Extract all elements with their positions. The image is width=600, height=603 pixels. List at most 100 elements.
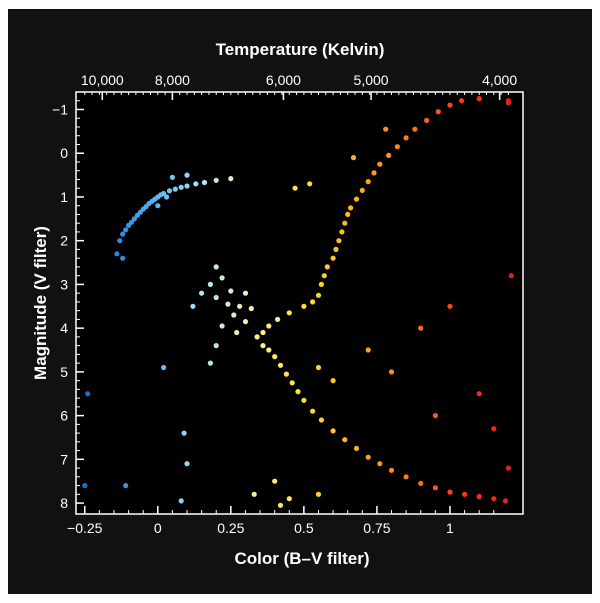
- data-point: [307, 181, 313, 187]
- data-point: [359, 187, 365, 193]
- top-tick-label: 10,000: [81, 72, 124, 88]
- data-point: [248, 305, 254, 312]
- data-point: [365, 347, 371, 353]
- y-tick-label: 0: [60, 145, 68, 161]
- axis-ticks: −0.25 0 0.25 0.5 0.75 1 −1 0 1 2 3 4 5 6 7 8 10,000 8,000…: [52, 72, 517, 536]
- data-point: [476, 391, 482, 397]
- data-point: [330, 378, 336, 384]
- plot-border: [75, 91, 524, 515]
- data-point: [277, 362, 284, 368]
- data-point: [213, 177, 219, 183]
- data-point: [131, 216, 137, 222]
- y-tick-label: 6: [60, 408, 68, 424]
- data-point: [447, 303, 453, 309]
- data-point: [272, 354, 278, 360]
- data-point: [128, 219, 135, 225]
- data-point: [155, 203, 161, 209]
- data-point: [181, 430, 187, 436]
- data-point: [310, 408, 316, 414]
- data-point: [184, 183, 190, 189]
- data-point: [462, 491, 468, 497]
- data-point: [377, 461, 383, 467]
- data-point: [318, 281, 324, 287]
- data-point: [447, 489, 453, 495]
- data-point: [315, 292, 322, 298]
- y-tick-label: 1: [60, 189, 68, 205]
- data-point: [114, 251, 120, 257]
- data-point: [505, 100, 511, 106]
- x-tick-label: 0: [154, 520, 162, 536]
- data-point: [207, 281, 213, 287]
- data-point: [505, 465, 511, 471]
- data-point: [418, 325, 424, 331]
- data-point: [178, 184, 184, 190]
- data-point: [228, 288, 234, 294]
- data-point: [286, 310, 292, 316]
- data-point: [388, 467, 395, 473]
- data-point: [266, 323, 272, 329]
- data-point: [350, 155, 357, 161]
- data-point: [286, 496, 292, 502]
- data-point: [207, 360, 213, 366]
- data-point: [199, 290, 205, 296]
- data-point: [219, 323, 225, 329]
- data-point: [353, 445, 360, 451]
- data-point: [330, 428, 336, 434]
- data-point: [82, 483, 88, 489]
- data-point: [123, 483, 129, 489]
- data-point: [123, 227, 129, 233]
- data-point: [164, 194, 170, 200]
- data-point: [318, 417, 324, 423]
- data-point: [120, 255, 126, 261]
- data-point: [491, 496, 497, 502]
- data-point: [254, 334, 260, 340]
- data-point: [201, 179, 208, 186]
- data-point: [476, 493, 482, 500]
- x-axis-label: Color (B–V filter): [234, 549, 369, 568]
- data-point: [353, 196, 360, 202]
- data-point: [339, 229, 345, 235]
- data-point: [321, 273, 327, 279]
- data-point: [213, 264, 219, 270]
- data-point: [432, 485, 438, 491]
- data-point: [228, 176, 234, 182]
- data-point: [342, 437, 348, 443]
- y-tick-label: 5: [60, 364, 68, 380]
- data-point: [365, 179, 371, 185]
- data-point: [435, 109, 441, 115]
- data-point: [432, 413, 438, 419]
- data-point: [348, 205, 354, 211]
- data-point: [85, 391, 91, 397]
- hr-diagram-chart: −0.25 0 0.25 0.5 0.75 1 −1 0 1 2 3 4 5 6 7 8 10,000 8,000…: [31, 40, 524, 568]
- data-point: [403, 135, 409, 141]
- data-point: [272, 478, 278, 484]
- data-point: [371, 170, 377, 176]
- data-point: [213, 343, 219, 349]
- plot-area: [76, 92, 523, 514]
- data-point: [275, 316, 281, 322]
- top-tick-label: 6,000: [266, 72, 301, 88]
- data-point: [178, 498, 184, 504]
- data-point: [424, 117, 430, 123]
- data-point: [336, 238, 342, 244]
- data-point: [447, 102, 453, 108]
- data-point: [315, 364, 322, 371]
- data-point: [412, 126, 418, 132]
- data-point: [260, 329, 266, 336]
- x-tick-label: 0.75: [363, 520, 390, 536]
- y-tick-label: 2: [60, 233, 68, 249]
- data-point: [242, 290, 249, 296]
- data-point: [117, 238, 123, 244]
- data-point: [234, 329, 240, 336]
- data-point: [251, 491, 257, 497]
- data-point: [120, 231, 126, 237]
- y-tick-label: 7: [60, 451, 68, 467]
- y-axis-label: Magnitude (V filter): [31, 226, 50, 380]
- data-point: [301, 397, 307, 403]
- data-point: [491, 426, 497, 432]
- data-point: [283, 371, 289, 377]
- data-point: [301, 303, 307, 309]
- top-tick-label: 8,000: [155, 72, 190, 88]
- data-point: [394, 144, 400, 150]
- data-point: [330, 255, 336, 261]
